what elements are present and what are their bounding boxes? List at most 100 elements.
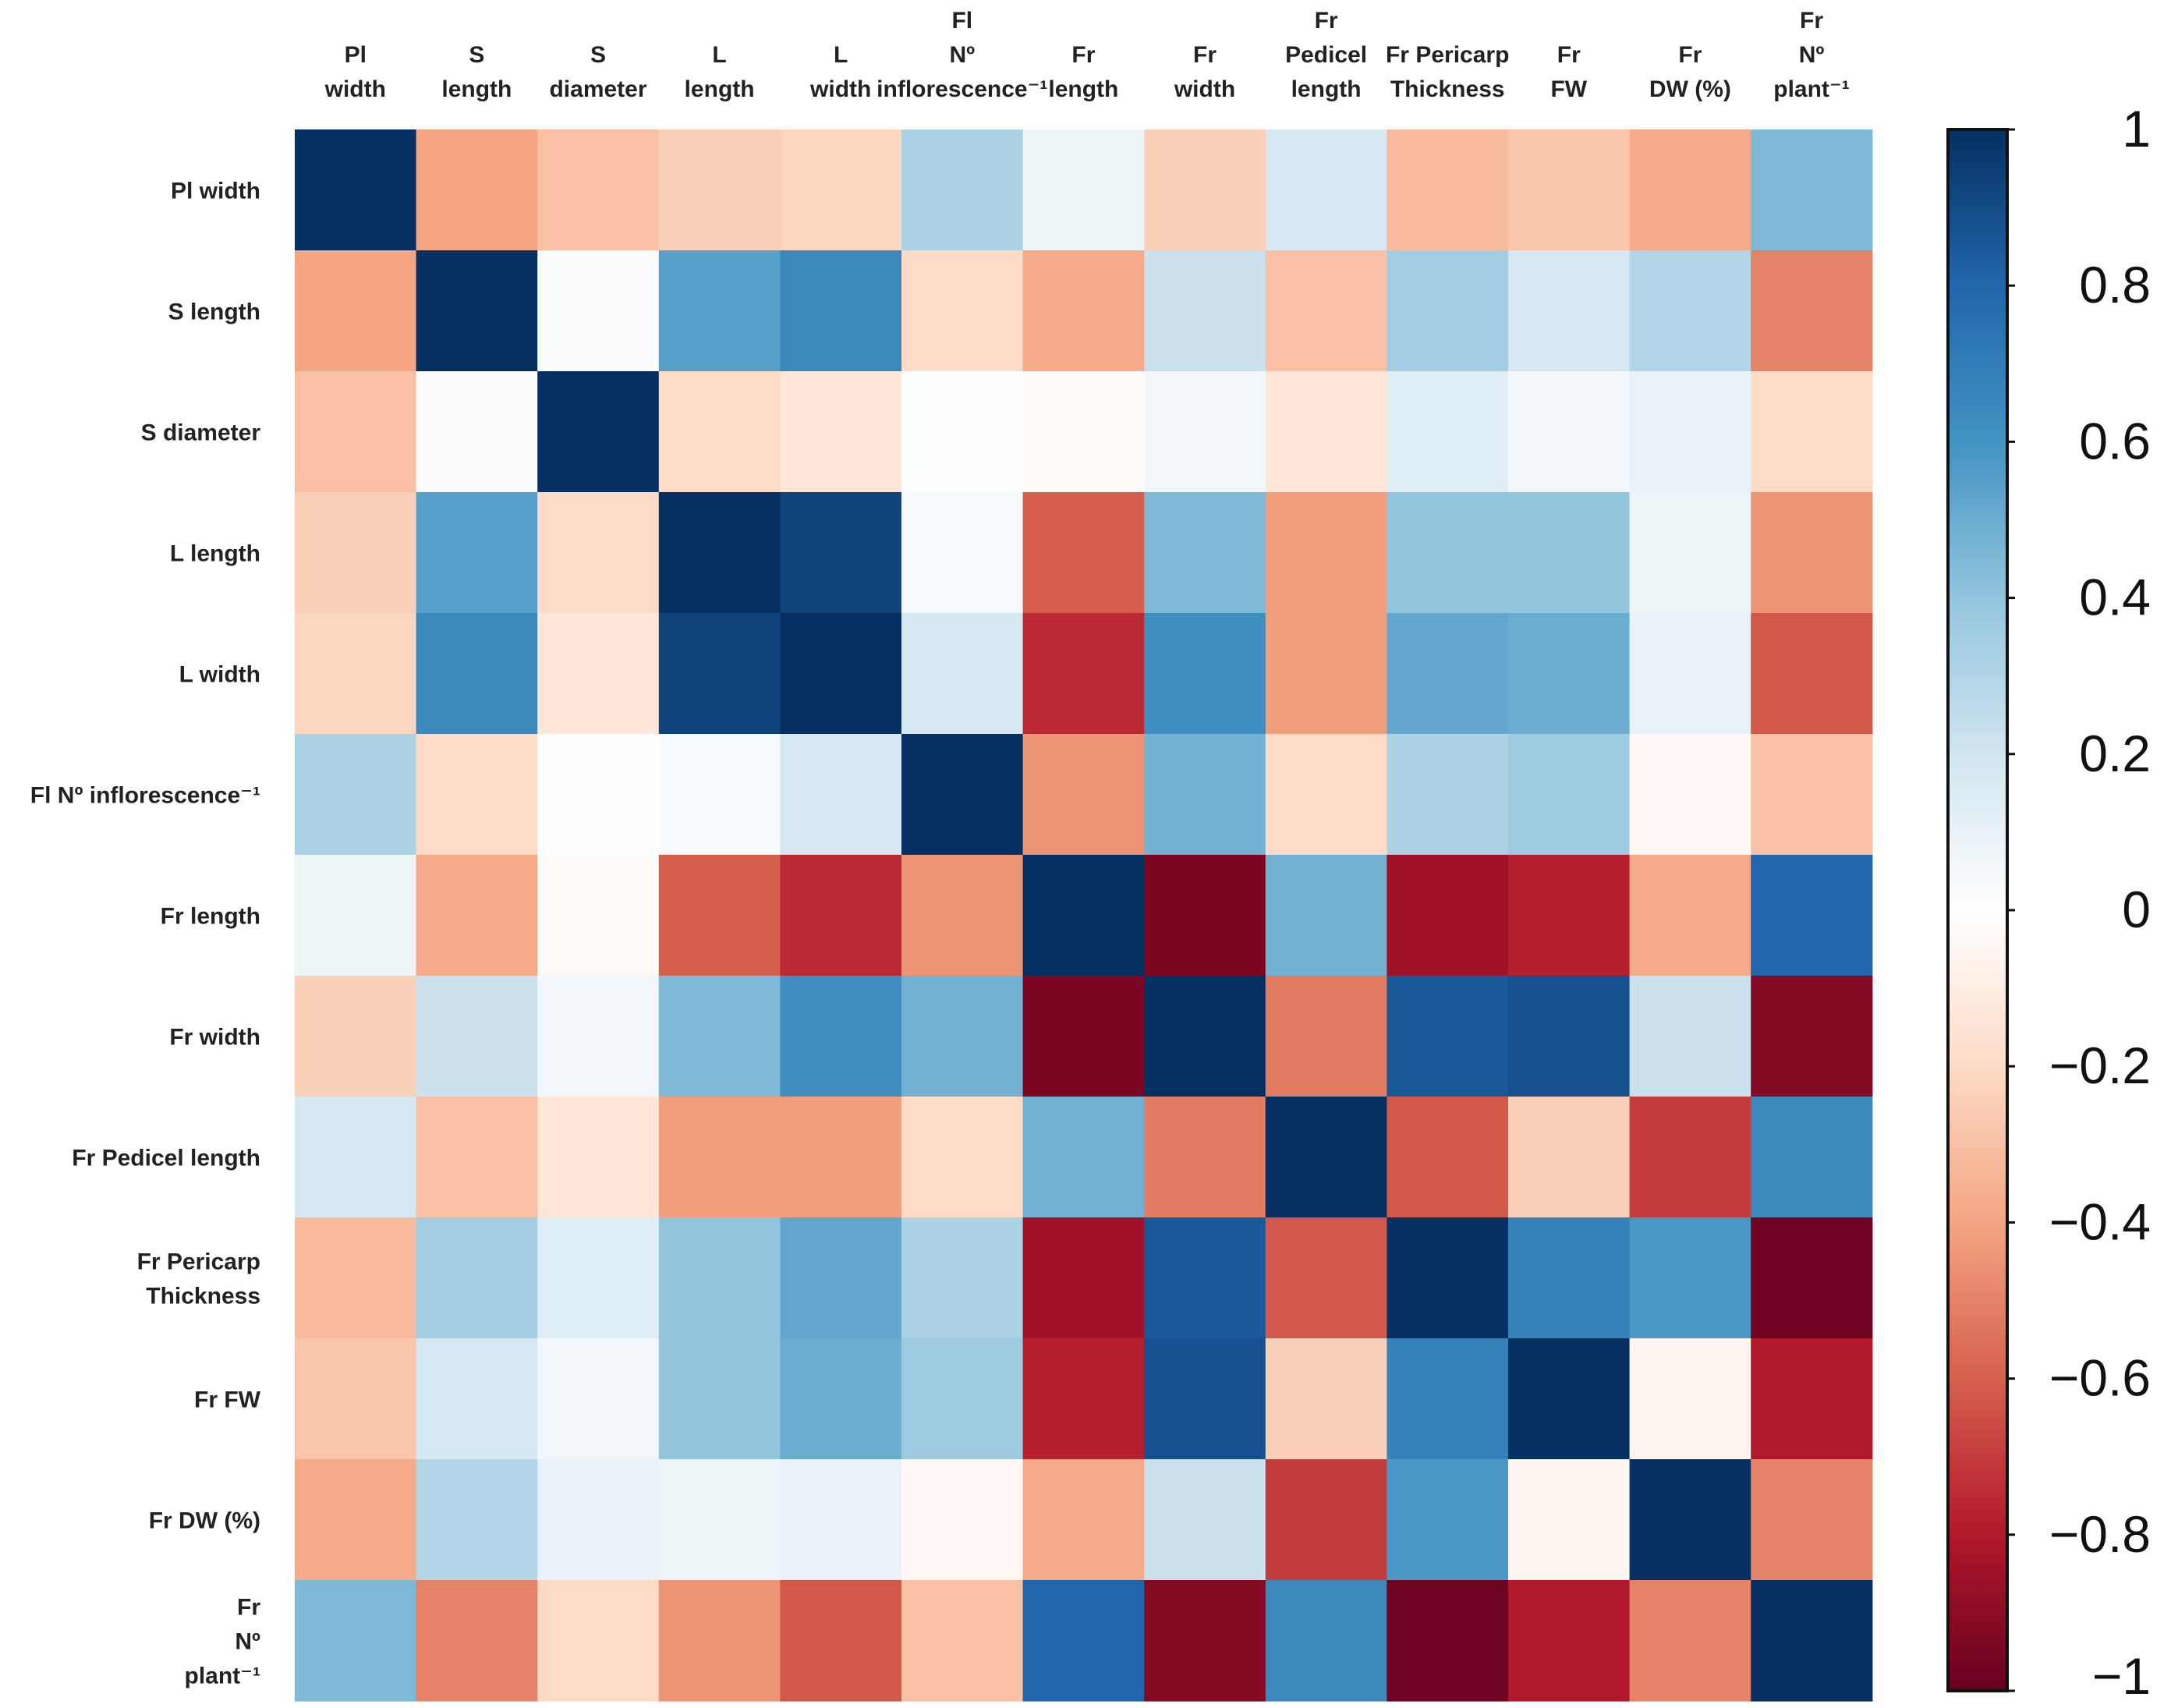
heatmap-cell [295, 1338, 417, 1460]
heatmap-cell [295, 855, 417, 976]
colorbar-tick-label: 0.8 [2079, 256, 2151, 314]
heatmap-cell [658, 976, 781, 1097]
heatmap-cell [416, 371, 538, 493]
heatmap-cell [780, 855, 902, 976]
heatmap-cell [1629, 613, 1751, 735]
heatmap-cell [537, 613, 660, 735]
heatmap-cell [1629, 371, 1751, 493]
heatmap-cell [1751, 250, 1873, 372]
heatmap-cell [1629, 1097, 1751, 1218]
row-labels: Pl width S length S diameter L length L widt… [30, 179, 261, 1689]
heatmap-cell [1629, 1217, 1751, 1339]
heatmap-cell [780, 371, 902, 493]
heatmap-cell [416, 492, 538, 614]
heatmap-cell [780, 613, 902, 735]
heatmap-cell [416, 1459, 538, 1581]
column-label: Pl width [324, 42, 386, 102]
heatmap-cell [416, 1580, 538, 1702]
heatmap-cell [1629, 1580, 1751, 1702]
colorbar-tick-label: 1 [2122, 100, 2151, 158]
heatmap-cell [537, 492, 660, 614]
heatmap-cell [1508, 1217, 1631, 1339]
heatmap-cell [780, 1338, 902, 1460]
heatmap-cell [780, 129, 902, 251]
heatmap-cell [1629, 492, 1751, 614]
heatmap-cell [901, 250, 1024, 372]
heatmap-cell [780, 1580, 902, 1702]
colorbar-gradient [1946, 128, 2009, 1692]
heatmap-cell [1387, 855, 1509, 976]
heatmap-cell [1387, 1459, 1509, 1581]
heatmap-cell [658, 855, 781, 976]
heatmap-cell [537, 371, 660, 493]
heatmap-cell [1265, 129, 1387, 251]
heatmap-cell [1265, 1097, 1387, 1218]
heatmap-cell [1629, 129, 1751, 251]
heatmap-cell [901, 129, 1024, 251]
heatmap-cell [1144, 1459, 1266, 1581]
heatmap-cell [1022, 250, 1145, 372]
heatmap-cell [1508, 976, 1631, 1097]
heatmap-cell [295, 1097, 417, 1218]
heatmap-cell [1265, 855, 1387, 976]
heatmap-cell [295, 1459, 417, 1581]
heatmap-cell [1508, 129, 1631, 251]
heatmap-cell [537, 1338, 660, 1460]
colorbar-tick-label: −0.4 [2049, 1192, 2151, 1250]
heatmap-cell [658, 1217, 781, 1339]
heatmap-cell [1629, 250, 1751, 372]
heatmap-cell [1022, 613, 1145, 735]
heatmap-cell [416, 734, 538, 856]
heatmap-cell [1751, 492, 1873, 614]
heatmap-cell [658, 734, 781, 856]
heatmap-cell [1022, 129, 1145, 251]
heatmap-cell [1022, 371, 1145, 493]
heatmap-cell [1508, 1097, 1631, 1218]
heatmap-cell [1022, 734, 1145, 856]
colorbar-tick-label: 0.2 [2079, 725, 2151, 782]
heatmap-cell [1508, 613, 1631, 735]
column-label: Fr Pericarp Thickness [1386, 42, 1509, 102]
heatmap-cell [1387, 1580, 1509, 1702]
heatmap-cell [295, 976, 417, 1097]
column-label: Fr FW [1550, 42, 1587, 102]
heatmap-cell [1144, 1097, 1266, 1218]
heatmap-cell [901, 734, 1024, 856]
row-label: Fl Nº inflorescence⁻¹ [30, 783, 260, 809]
column-label: Fl Nº inflorescence⁻¹ [877, 8, 1047, 102]
heatmap-cell [1022, 1217, 1145, 1339]
heatmap-cell [1508, 734, 1631, 856]
heatmap-cell [901, 1459, 1024, 1581]
colorbar-tick-label: 0.6 [2079, 412, 2151, 470]
heatmap-cell [416, 855, 538, 976]
heatmap-cell [1387, 734, 1509, 856]
heatmap-cell [537, 1217, 660, 1339]
heatmap-cell [1387, 1338, 1509, 1460]
heatmap-cell [1144, 250, 1266, 372]
heatmap-cell [1265, 1338, 1387, 1460]
heatmap-cell [780, 1097, 902, 1218]
row-label: Fr Pedicel length [72, 1146, 260, 1171]
heatmap-cell [416, 250, 538, 372]
heatmap-cell [1265, 976, 1387, 1097]
heatmap-cell [1387, 371, 1509, 493]
row-label: Fr Pericarp Thickness [137, 1249, 260, 1309]
heatmap-cell [1751, 1097, 1873, 1218]
heatmap-cell [1751, 855, 1873, 976]
heatmap-cell [780, 250, 902, 372]
heatmap-cell [901, 855, 1024, 976]
heatmap-cell [537, 1097, 660, 1218]
row-label: L length [170, 541, 260, 567]
heatmap-cell [1144, 129, 1266, 251]
heatmap-cell [780, 1459, 902, 1581]
colorbar-tick-label: −0.6 [2049, 1349, 2151, 1407]
column-label: Fr length [1048, 42, 1118, 102]
row-label: Fr length [161, 904, 260, 930]
heatmap-cell [1387, 1097, 1509, 1218]
heatmap-cell [1508, 371, 1631, 493]
heatmap-cell [1751, 1580, 1873, 1702]
heatmap-cell [901, 1338, 1024, 1460]
heatmap-cell [295, 1580, 417, 1702]
heatmap-cell [1144, 492, 1266, 614]
